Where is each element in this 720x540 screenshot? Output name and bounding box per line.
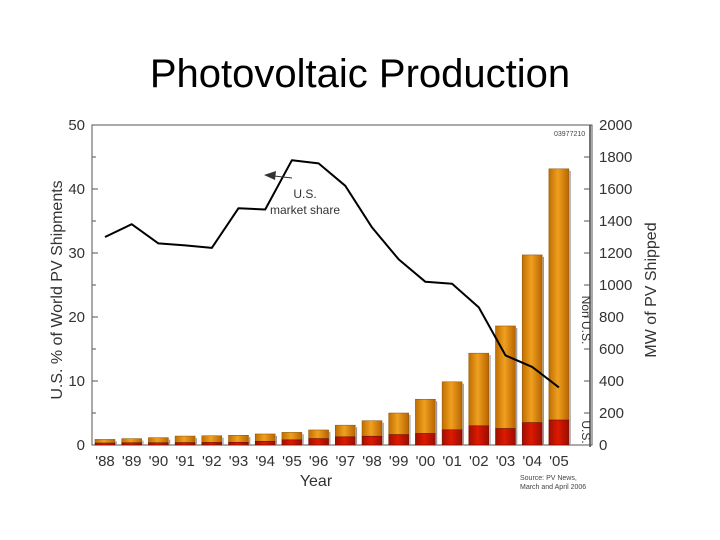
y-right-tick-label: 0 <box>599 437 607 454</box>
y-right-tick-label: 1800 <box>599 149 632 166</box>
x-tick-label: '99 <box>389 453 409 470</box>
bar-non-us <box>335 424 356 438</box>
x-tick-label: '03 <box>496 453 516 470</box>
y-axis-left-title: U.S. % of World PV Shipments <box>49 180 66 399</box>
non-us-bar-label: Non U.S. <box>579 296 593 345</box>
x-tick-label: '97 <box>336 453 356 470</box>
bar-non-us <box>441 381 463 431</box>
market-share-arrow <box>264 171 293 180</box>
bar-us <box>228 442 249 446</box>
bar-us <box>254 441 276 446</box>
x-tick-label: '93 <box>229 453 249 470</box>
bar-non-us <box>121 438 142 444</box>
x-axis-title: Year <box>300 473 333 490</box>
source-line2: March and April 2006 <box>520 484 586 491</box>
bar-non-us <box>254 433 276 442</box>
x-tick-label: '89 <box>122 453 142 470</box>
x-tick-label: '88 <box>95 453 115 470</box>
y-axis-right-title: MW of PV Shipped <box>643 222 660 357</box>
y-right-tick-label: 400 <box>599 373 624 390</box>
x-tick-label: '98 <box>362 453 382 470</box>
bar-us <box>441 429 463 446</box>
x-tick-label: '90 <box>149 453 169 470</box>
bar-non-us <box>308 429 329 439</box>
y-right-tick-label: 600 <box>599 341 624 358</box>
y-right-tick-label: 2000 <box>599 117 632 134</box>
y-right-tick-label: 800 <box>599 309 624 326</box>
bar-us <box>335 436 356 446</box>
bar-us <box>281 439 303 446</box>
x-tick-label: '02 <box>469 453 489 470</box>
y-right-tick-label: 200 <box>599 405 624 422</box>
bar-us <box>388 434 409 446</box>
market-share-label-line2: market share <box>270 203 340 217</box>
x-tick-label: '01 <box>442 453 462 470</box>
us-bar-label: U.S. <box>579 420 593 443</box>
bar-us <box>415 433 436 446</box>
bar-non-us <box>361 420 383 437</box>
x-tick-label: '94 <box>255 453 275 470</box>
source-line1: Source: PV News, <box>520 475 577 482</box>
y-left-tick-label: 50 <box>68 117 85 134</box>
bar-us <box>468 425 490 446</box>
y-right-tick-label: 1400 <box>599 213 632 230</box>
bar-non-us <box>415 398 436 434</box>
bar-us <box>94 442 116 446</box>
bar-non-us <box>228 434 249 443</box>
bar-us <box>495 428 516 446</box>
x-tick-label: '92 <box>202 453 222 470</box>
x-tick-label: '91 <box>175 453 195 470</box>
bar-us <box>201 442 223 446</box>
x-tick-label: '04 <box>522 453 542 470</box>
bar-non-us <box>94 439 116 444</box>
y-right-tick-label: 1600 <box>599 181 632 198</box>
bar-us <box>148 442 169 446</box>
bar-us <box>174 442 196 446</box>
bar-us <box>308 438 329 446</box>
bar-non-us <box>281 432 303 441</box>
y-left-tick-label: 10 <box>68 373 85 390</box>
bar-non-us <box>201 435 223 443</box>
y-right-tick-label: 1000 <box>599 277 632 294</box>
bar-us <box>548 419 570 446</box>
bar-non-us <box>388 412 409 435</box>
bar-non-us <box>174 435 196 443</box>
y-left-tick-label: 40 <box>68 181 85 198</box>
bar-non-us <box>468 352 490 427</box>
market-share-line <box>104 159 560 389</box>
bar-us <box>361 435 383 446</box>
market-share-label-line1: U.S. <box>293 187 316 201</box>
slide-title: Photovoltaic Production <box>149 52 571 96</box>
x-tick-label: '05 <box>549 453 569 470</box>
bar-us <box>521 422 543 446</box>
x-tick-label: '96 <box>309 453 329 470</box>
bar-us <box>121 442 142 446</box>
x-tick-label: '00 <box>416 453 436 470</box>
y-left-tick-label: 20 <box>68 309 85 326</box>
y-right-tick-label: 1200 <box>599 245 632 262</box>
x-tick-label: '95 <box>282 453 302 470</box>
bar-non-us <box>521 254 543 423</box>
figure-id: 03977210 <box>554 131 585 138</box>
y-left-tick-label: 0 <box>77 437 85 454</box>
y-left-tick-label: 30 <box>68 245 85 262</box>
bar-non-us <box>148 437 169 444</box>
